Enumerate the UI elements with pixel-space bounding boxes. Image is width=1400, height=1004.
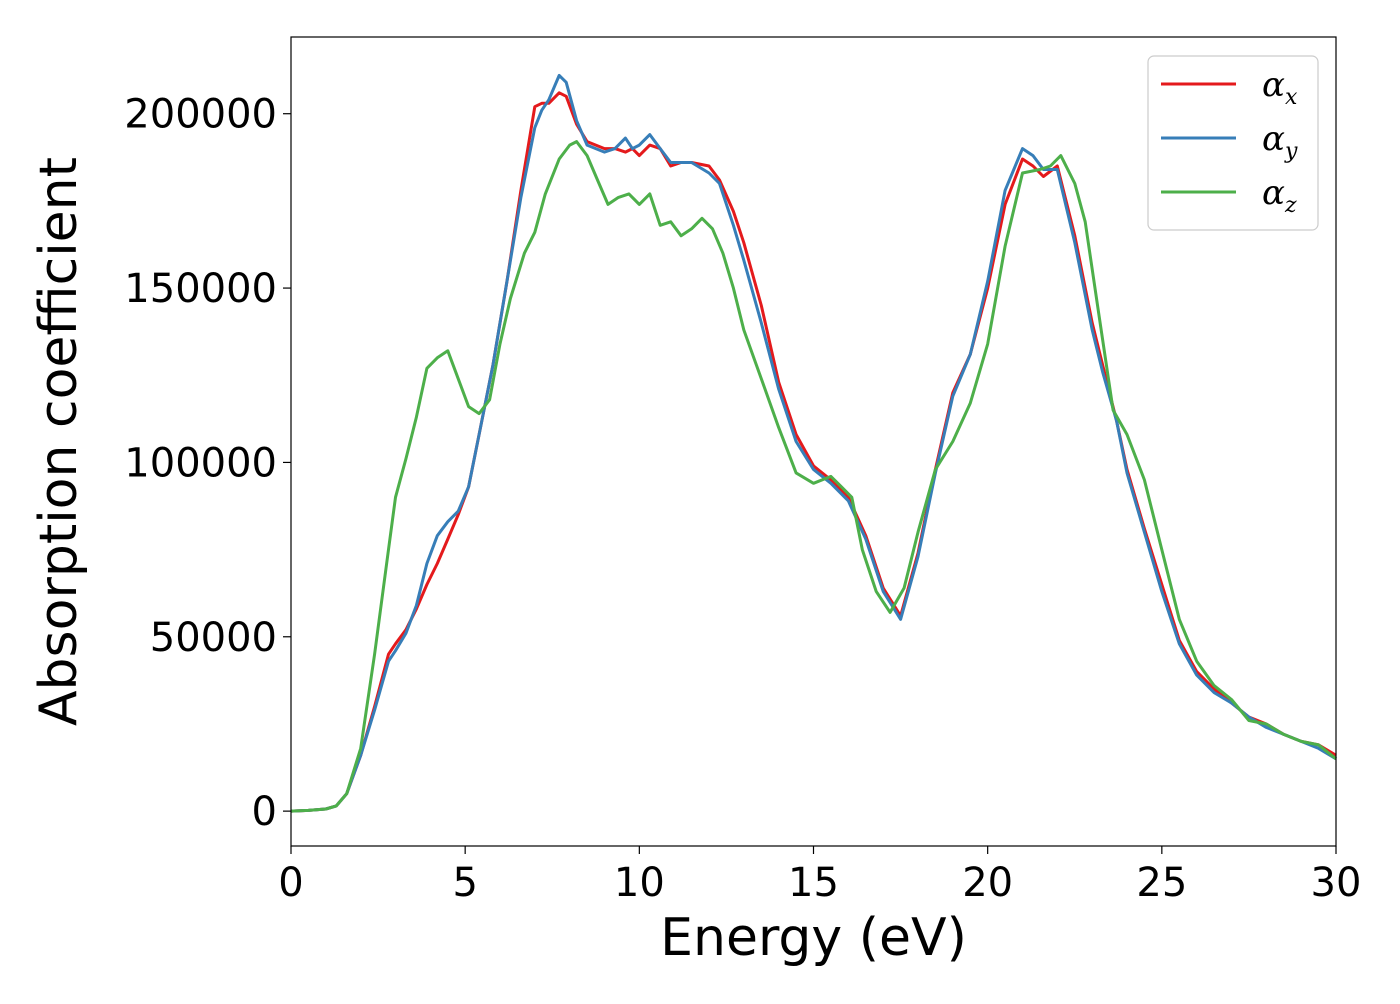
series-line-y [290, 73, 1337, 813]
y-axis-label: Absorption coefficient [29, 157, 89, 726]
y-tick-label: 0 [252, 789, 277, 835]
x-tick-label: 10 [614, 860, 665, 906]
legend-box [1147, 55, 1319, 231]
series-lines [290, 73, 1337, 813]
y-axis-ticks: 0 50000 100000 150000 200000 [124, 92, 291, 835]
series-line-z [290, 140, 1337, 813]
legend: αx αy αz [1147, 55, 1319, 231]
x-tick-label: 5 [452, 860, 477, 906]
legend-label-x: αx [1262, 65, 1298, 110]
y-tick-label: 100000 [124, 440, 277, 486]
x-tick-label: 20 [962, 860, 1013, 906]
x-axis-label: Energy (eV) [660, 908, 967, 968]
legend-label-y: αy [1262, 119, 1298, 164]
x-axis-ticks: 0 5 10 15 20 25 30 [278, 846, 1361, 906]
y-tick-label: 50000 [150, 615, 277, 661]
x-tick-label: 0 [278, 860, 303, 906]
x-tick-label: 15 [788, 860, 839, 906]
y-tick-label: 150000 [124, 266, 277, 312]
x-tick-label: 25 [1136, 860, 1187, 906]
x-tick-label: 30 [1311, 860, 1362, 906]
legend-label-z: αz [1262, 173, 1297, 218]
y-tick-label: 200000 [124, 92, 277, 138]
